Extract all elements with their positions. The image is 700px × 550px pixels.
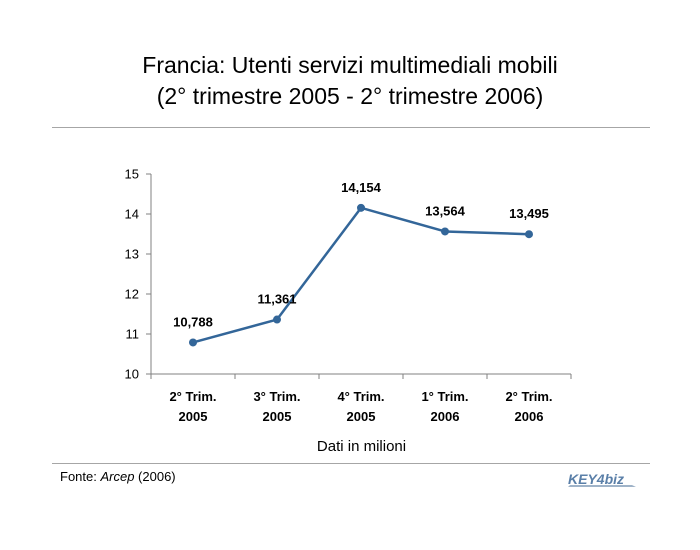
source-note: Fonte: Arcep (2006) <box>60 469 176 484</box>
x-tick-label: 3° Trim. 2005 <box>253 389 300 424</box>
key4biz-logo: KEY4biz <box>568 471 636 487</box>
data-label: 13,564 <box>425 203 466 218</box>
series-line <box>192 206 530 344</box>
data-label: 10,788 <box>173 314 213 329</box>
y-tick-label: 15 <box>125 167 139 182</box>
data-label: 13,495 <box>509 206 549 221</box>
source-suffix: (2006) <box>134 469 176 484</box>
y-tick-label: 13 <box>125 247 139 262</box>
data-point <box>441 227 449 236</box>
x-axis-title: Dati in milioni <box>317 438 406 455</box>
data-label: 11,361 <box>257 292 296 307</box>
chart-title-line-2: (2° trimestre 2005 - 2° trimestre 2006) <box>156 83 544 109</box>
x-tick-label: 1° Trim. 2006 <box>421 389 468 424</box>
data-point <box>273 315 281 324</box>
chart-title: Francia: Utenti servizi multimediali mob… <box>0 50 700 112</box>
x-tick-label: 2° Trim. 2006 <box>505 389 552 424</box>
chart-title-line-1: Francia: Utenti servizi multimediali mob… <box>142 52 558 78</box>
source-prefix: Fonte: <box>60 469 101 484</box>
data-point <box>357 203 365 212</box>
data-point <box>189 338 197 347</box>
data-point <box>525 230 533 239</box>
logo-text: KEY4biz <box>568 471 624 487</box>
y-tick-label: 14 <box>125 207 139 222</box>
y-tick-label: 10 <box>125 367 139 382</box>
y-tick-label: 11 <box>126 327 140 342</box>
data-label: 14,154 <box>341 180 382 195</box>
source-name: Arcep <box>100 469 135 484</box>
x-tick-label: 2° Trim. 2005 <box>169 389 216 424</box>
header-divider <box>52 127 650 128</box>
footer-divider <box>52 463 650 464</box>
y-tick-label: 12 <box>125 287 139 302</box>
x-tick-label: 4° Trim. 2005 <box>337 389 384 424</box>
